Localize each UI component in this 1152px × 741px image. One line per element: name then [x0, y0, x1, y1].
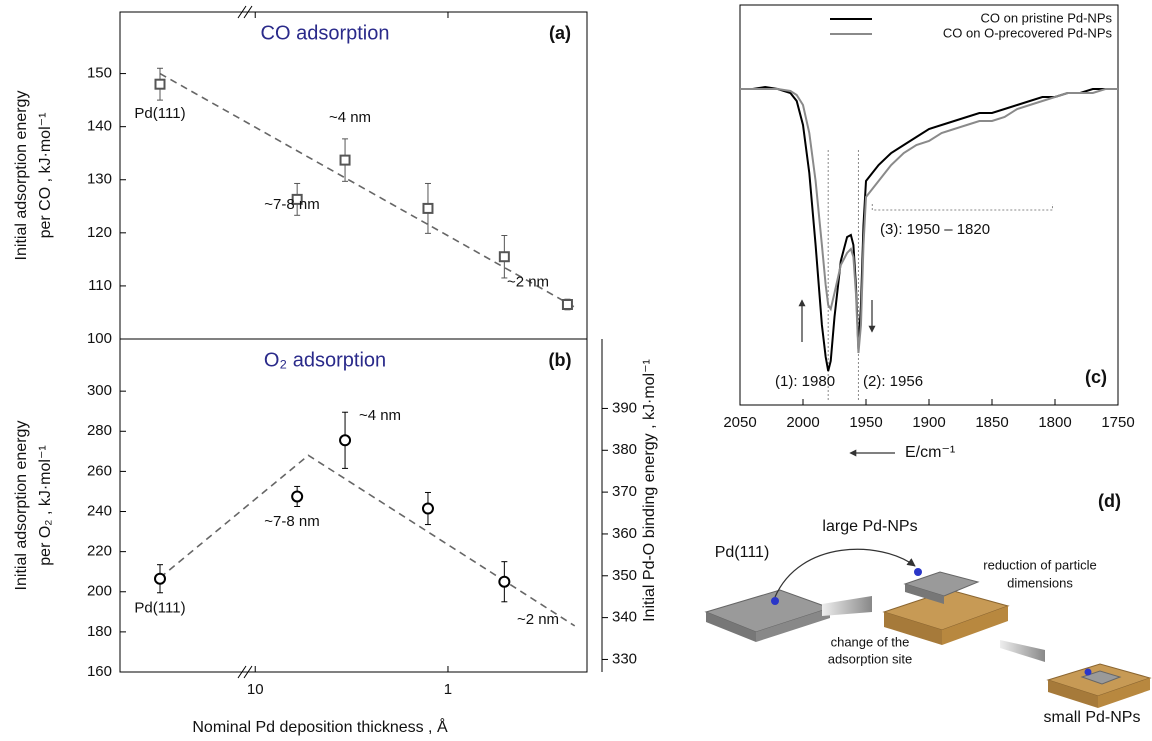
data-point — [154, 572, 166, 585]
x-tick-label: 1950 — [849, 414, 882, 431]
chart-title: O₂ adsorption — [264, 349, 386, 371]
diagram-label: large Pd-NPs — [822, 518, 917, 535]
y-tick-label: 300 — [87, 382, 112, 399]
y-tick-label: 180 — [87, 623, 112, 640]
data-point — [291, 490, 304, 503]
x-tick-label: 1850 — [975, 414, 1008, 431]
data-point — [561, 298, 573, 310]
y-tick-label: 260 — [87, 462, 112, 479]
y-tick-label: 240 — [87, 502, 112, 519]
point-label: ~4 nm — [359, 407, 401, 424]
x-tick-label: 10 — [247, 681, 264, 698]
axis-break — [237, 665, 253, 679]
y-tick-label: 280 — [87, 422, 112, 439]
diagram-label: small Pd-NPs — [1044, 709, 1141, 726]
data-point — [498, 575, 511, 588]
x-tick-label: 2000 — [786, 414, 819, 431]
plot-frame — [739, 4, 1119, 406]
legend-label: CO on pristine Pd-NPs — [981, 10, 1113, 25]
y-tick-label: 110 — [88, 277, 112, 294]
diagram-label: dimensions — [1007, 575, 1073, 590]
diagram-art — [704, 548, 1152, 708]
data-point — [421, 502, 434, 515]
point-label: Pd(111) — [134, 600, 185, 617]
panel-label: (c) — [1085, 367, 1107, 387]
point-label: ~4 nm — [329, 109, 371, 126]
y2-tick-label: 390 — [612, 399, 637, 416]
y-tick-label: 100 — [87, 330, 112, 347]
legend-label: CO on O-precovered Pd-NPs — [943, 25, 1113, 40]
point-label: ~2 nm — [517, 611, 559, 628]
x-tick-label: 1750 — [1101, 414, 1134, 431]
y-axis-label: per O₂ , kJ·mol⁻¹ — [37, 445, 54, 565]
y-tick-label: 220 — [87, 543, 112, 560]
data-point — [422, 202, 434, 214]
chart-title: CO adsorption — [261, 22, 390, 44]
fit-line — [159, 454, 576, 627]
point-label: Pd(111) — [134, 105, 185, 122]
plot-frame — [119, 11, 588, 673]
data-point — [339, 434, 352, 447]
diagram-label: Pd(111) — [715, 544, 770, 561]
y-axis-label: Initial adsorption energy — [13, 91, 30, 261]
peak-label: (2): 1956 — [863, 373, 923, 390]
axis-break — [237, 5, 253, 19]
y2-tick-label: 340 — [612, 609, 637, 626]
spectrum-line — [740, 88, 1118, 354]
peak-label: (1): 1980 — [775, 373, 835, 390]
y-tick-label: 130 — [87, 171, 112, 188]
diagram-label: adsorption site — [828, 651, 913, 666]
point-label: ~7-8 nm — [264, 196, 319, 213]
data-point — [154, 78, 166, 90]
panel-label: (a) — [549, 23, 571, 43]
x-axis-label: Nominal Pd deposition thickness , Å — [192, 717, 448, 736]
panel-label: (d) — [1098, 491, 1121, 511]
y-axis-label: per CO , kJ·mol⁻¹ — [37, 113, 54, 239]
y2-tick-label: 380 — [612, 441, 637, 458]
x-tick-label: 1 — [444, 681, 452, 698]
y-axis-label: Initial adsorption energy — [13, 421, 30, 591]
panel-label: (b) — [549, 350, 572, 370]
data-point — [498, 251, 510, 263]
diagram-label: reduction of particle — [983, 557, 1096, 572]
y-tick-label: 200 — [87, 583, 112, 600]
point-label: ~2 nm — [507, 274, 549, 291]
y-tick-label: 140 — [87, 118, 112, 135]
fit-line — [159, 72, 576, 308]
y2-tick-label: 360 — [612, 525, 637, 542]
y2-tick-label: 370 — [612, 483, 637, 500]
x-tick-label: 2050 — [723, 414, 756, 431]
y-tick-label: 160 — [87, 663, 112, 680]
peak-label: (3): 1950 – 1820 — [880, 221, 990, 238]
point-label: ~7-8 nm — [264, 513, 319, 530]
x-tick-label: 1900 — [912, 414, 945, 431]
x-tick-label: 1800 — [1038, 414, 1071, 431]
y-tick-label: 150 — [87, 65, 112, 82]
range-bracket — [871, 204, 1053, 211]
y-tick-label: 120 — [87, 224, 112, 241]
data-point — [339, 154, 351, 166]
data-point — [291, 193, 303, 205]
y2-axis-label: Initial Pd-O binding energy , kJ·mol⁻¹ — [641, 359, 658, 622]
diagram-label: change of the — [831, 634, 910, 649]
x-axis-label: E/cm⁻¹ — [905, 444, 955, 461]
y2-tick-label: 350 — [612, 567, 637, 584]
y2-tick-label: 330 — [612, 650, 637, 667]
